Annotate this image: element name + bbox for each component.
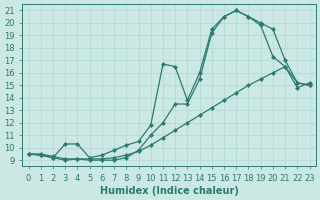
X-axis label: Humidex (Indice chaleur): Humidex (Indice chaleur) [100, 186, 238, 196]
